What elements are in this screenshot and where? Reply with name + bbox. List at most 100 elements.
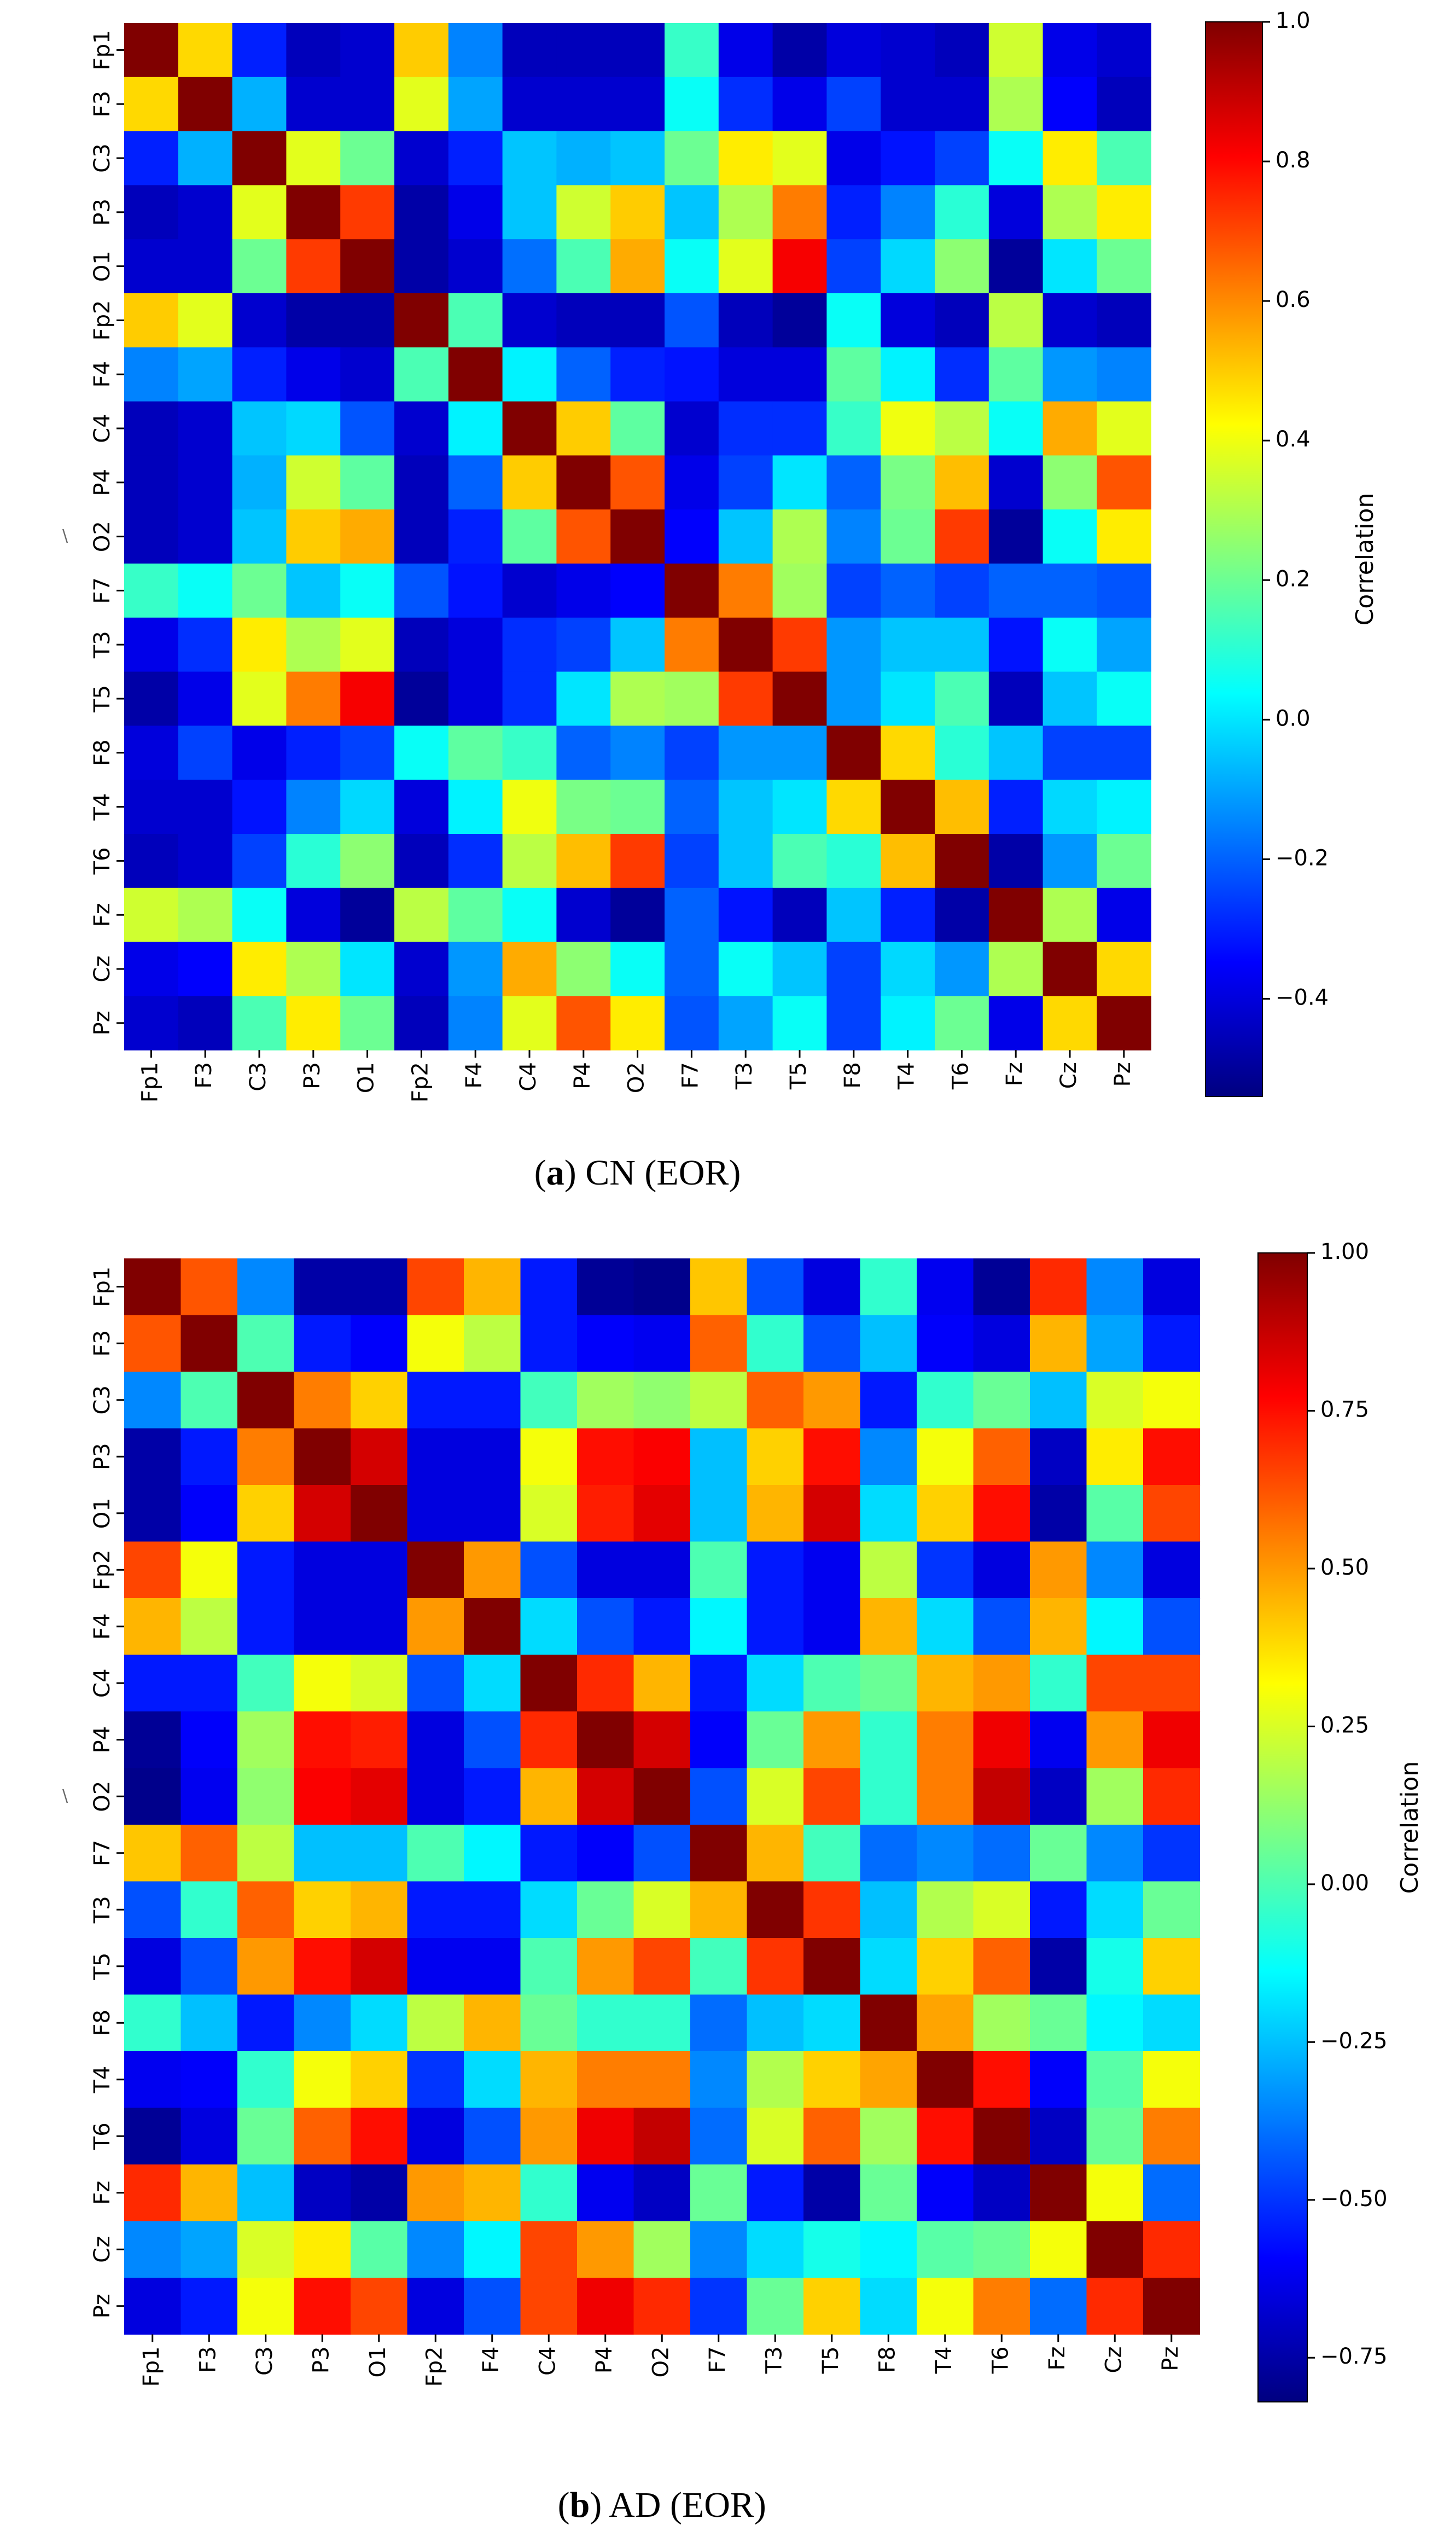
heatmap-cell xyxy=(690,1825,748,1882)
heatmap-cell xyxy=(826,23,881,78)
heatmap-cell xyxy=(917,1598,974,1656)
heatmap-cell xyxy=(860,2221,917,2278)
heatmap-cell xyxy=(988,834,1044,889)
y-tick-label: O2 xyxy=(90,521,115,552)
heatmap-cell xyxy=(881,780,935,834)
y-tick-label: F3 xyxy=(90,91,115,117)
heatmap-cell xyxy=(1030,2051,1087,2109)
heatmap-cell xyxy=(232,617,287,672)
heatmap-cell xyxy=(448,401,503,456)
heatmap-cell xyxy=(556,671,611,726)
heatmap-cell xyxy=(124,2164,182,2222)
heatmap-cell xyxy=(988,239,1044,294)
heatmap-cell xyxy=(520,1598,578,1656)
heatmap-cell xyxy=(1043,780,1097,834)
y-tick-label: Fp1 xyxy=(90,1267,115,1307)
heatmap-cell xyxy=(1097,347,1151,402)
heatmap-cell xyxy=(124,239,179,294)
heatmap-cell xyxy=(237,2278,295,2335)
heatmap-cell xyxy=(1043,239,1097,294)
heatmap-cell xyxy=(826,942,881,996)
heatmap-cell xyxy=(351,1541,408,1599)
heatmap-cell xyxy=(1143,2051,1201,2109)
colorbar-tick-label: 0.50 xyxy=(1320,1555,1369,1580)
caption-text: CN (EOR) xyxy=(576,1153,741,1193)
heatmap-cell xyxy=(577,1598,634,1656)
heatmap-cell xyxy=(407,2278,464,2335)
heatmap-cell xyxy=(340,23,395,78)
heatmap-cell xyxy=(973,1598,1030,1656)
heatmap-cell xyxy=(448,23,503,78)
heatmap-cell xyxy=(520,1655,578,1712)
heatmap-cell xyxy=(1030,1428,1087,1485)
heatmap-cell xyxy=(556,725,611,780)
y-tick-label: T5 xyxy=(90,685,115,713)
heatmap-cell xyxy=(237,2108,295,2165)
heatmap-cell xyxy=(973,1428,1030,1485)
heatmap-cell xyxy=(577,2164,634,2222)
heatmap-cell xyxy=(826,671,881,726)
heatmap-cell xyxy=(718,671,773,726)
heatmap-cell xyxy=(577,1485,634,1542)
y-tick-label: P3 xyxy=(90,199,115,226)
heatmap-cell xyxy=(935,509,989,564)
heatmap-cell xyxy=(520,1372,578,1429)
heatmap-cell xyxy=(1086,2278,1144,2335)
y-tick-label: T5 xyxy=(90,1953,115,1981)
x-tick-label: F8 xyxy=(875,2347,900,2373)
heatmap-cell xyxy=(935,996,989,1050)
heatmap-cell xyxy=(340,671,395,726)
heatmap-cell xyxy=(803,1485,861,1542)
heatmap-cell xyxy=(180,2051,238,2109)
heatmap-cell xyxy=(610,293,665,348)
heatmap-cell xyxy=(448,834,503,889)
heatmap-cell xyxy=(286,564,341,618)
y-tick-label: Pz xyxy=(90,2294,115,2318)
y-tick-label: T6 xyxy=(90,2122,115,2150)
heatmap-cell xyxy=(577,1938,634,1995)
heatmap-cell xyxy=(772,77,827,132)
heatmap-cell xyxy=(464,1938,521,1995)
heatmap-cell xyxy=(448,617,503,672)
colorbar-tick-label: 0.00 xyxy=(1320,1871,1369,1896)
y-tick-label: P4 xyxy=(90,469,115,496)
heatmap-cell xyxy=(340,293,395,348)
heatmap-cell xyxy=(1097,239,1151,294)
heatmap-cell xyxy=(286,293,341,348)
heatmap-cell xyxy=(803,1315,861,1372)
heatmap-cell xyxy=(772,347,827,402)
heatmap-cell xyxy=(180,1372,238,1429)
heatmap-cell xyxy=(633,2278,691,2335)
heatmap-cell xyxy=(124,2278,182,2335)
colorbar-label: Correlation xyxy=(1351,493,1379,626)
heatmap-cell xyxy=(407,1881,464,1938)
heatmap-cell xyxy=(747,1258,804,1316)
heatmap-cell xyxy=(1030,1881,1087,1938)
heatmap-cell xyxy=(124,77,179,132)
heatmap-cell xyxy=(502,780,557,834)
heatmap-cell xyxy=(464,2051,521,2109)
heatmap-cell xyxy=(180,2221,238,2278)
heatmap-cell xyxy=(826,780,881,834)
heatmap-cell xyxy=(718,834,773,889)
heatmap-cell xyxy=(747,2051,804,2109)
heatmap-cell xyxy=(180,1485,238,1542)
heatmap-cell xyxy=(803,1994,861,2052)
heatmap-cell xyxy=(407,1315,464,1372)
heatmap-cell xyxy=(1030,1711,1087,1769)
heatmap-cell xyxy=(1143,1768,1201,1825)
heatmap-cell xyxy=(556,455,611,510)
heatmap-cell xyxy=(448,293,503,348)
x-tick-label: F3 xyxy=(191,1062,217,1088)
heatmap-cell xyxy=(633,1315,691,1372)
heatmap-cell xyxy=(237,1315,295,1372)
heatmap-cell xyxy=(502,23,557,78)
heatmap-cell xyxy=(917,1485,974,1542)
heatmap-cell xyxy=(577,1315,634,1372)
heatmap-cell xyxy=(1143,1541,1201,1599)
heatmap-cell xyxy=(860,1655,917,1712)
heatmap-cell xyxy=(1143,1598,1201,1656)
heatmap-cell xyxy=(1143,2278,1201,2335)
heatmap-cell xyxy=(232,293,287,348)
heatmap-cell xyxy=(556,185,611,240)
